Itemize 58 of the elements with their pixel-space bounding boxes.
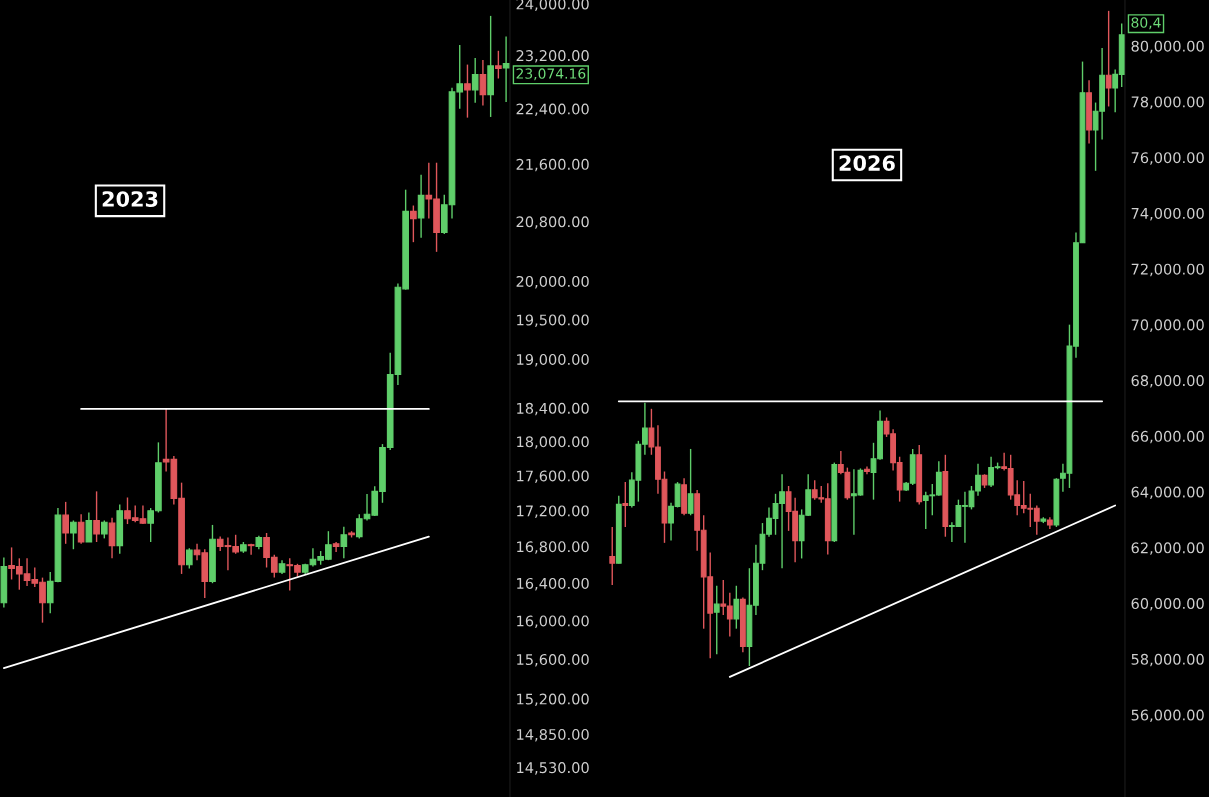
candlestick bbox=[622, 481, 629, 528]
y-tick-label: 16,000.00 bbox=[517, 615, 589, 628]
candlestick bbox=[108, 517, 116, 560]
candlestick bbox=[479, 59, 487, 107]
candlestick bbox=[471, 57, 479, 104]
y-tick-label: 21,600.00 bbox=[516, 158, 589, 172]
candlestick bbox=[85, 511, 93, 543]
y-tick-label: 72,000.00 bbox=[1131, 263, 1204, 277]
annotation: 2026 bbox=[839, 155, 895, 172]
y-tick-label: 20,000.00 bbox=[516, 275, 589, 289]
y-tick-label: 19,000.00 bbox=[517, 353, 589, 367]
candlestick bbox=[62, 501, 70, 545]
y-tick-label: 80,000.00 bbox=[1131, 40, 1204, 54]
y-tick-label: 15,600.00 bbox=[517, 653, 589, 667]
candlestick bbox=[464, 63, 471, 119]
y-tick-label: 60,000.00 bbox=[1131, 598, 1204, 611]
candlestick bbox=[185, 547, 193, 570]
candlestick bbox=[247, 543, 255, 556]
y-tick-label: 23,200.00 bbox=[516, 50, 589, 63]
y-tick-label: 76,000.00 bbox=[1131, 152, 1204, 165]
y-tick-label: 17,200.00 bbox=[517, 505, 589, 518]
candlestick bbox=[340, 526, 348, 560]
candlestick bbox=[687, 448, 694, 516]
y-tick-label: 58,000.00 bbox=[1131, 653, 1204, 667]
y-tick-label: 68,000.00 bbox=[1131, 375, 1204, 388]
y-tick-label: 78,000.00 bbox=[1131, 96, 1204, 109]
candlestick bbox=[410, 204, 417, 243]
y-tick-label: 22,400.00 bbox=[516, 103, 589, 117]
y-tick-label: 20,800.00 bbox=[516, 216, 589, 229]
candlestick bbox=[864, 465, 870, 475]
y-tick-label: 70,000.00 bbox=[1131, 319, 1204, 332]
candlestick bbox=[77, 513, 85, 545]
candlestick bbox=[93, 490, 100, 543]
y-tick-label: 17,600.00 bbox=[517, 470, 589, 483]
candlestick bbox=[502, 35, 510, 103]
candlestick bbox=[417, 174, 425, 239]
y-tick-label: 16,400.00 bbox=[517, 577, 589, 591]
y-tick-label: 18,400.00 bbox=[517, 402, 589, 416]
text: 23,074.16 bbox=[516, 68, 586, 81]
candlestick bbox=[1105, 10, 1112, 108]
candlestick bbox=[609, 526, 616, 586]
candlestick bbox=[713, 585, 720, 656]
text: 80,4 bbox=[1131, 17, 1161, 30]
annotation: 2023 bbox=[102, 191, 158, 207]
y-tick-label: 18,000.00 bbox=[517, 436, 589, 449]
y-tick-label: 56,000.00 bbox=[1131, 709, 1204, 723]
y-tick-label: 64,000.00 bbox=[1131, 486, 1204, 500]
y-tick-label: 19,500.00 bbox=[517, 314, 589, 327]
candlestick bbox=[70, 519, 77, 550]
y-tick-label: 15,200.00 bbox=[517, 693, 589, 707]
y-tick-label: 74,000.00 bbox=[1131, 207, 1204, 221]
candlestick bbox=[495, 50, 502, 80]
y-tick-label: 62,000.00 bbox=[1131, 542, 1204, 555]
y-tick-label: 14,530.00 bbox=[517, 762, 589, 775]
candlestick bbox=[733, 585, 740, 630]
y-tick-label: 16,800.00 bbox=[517, 541, 589, 554]
y-tick-label: 14,850.00 bbox=[517, 728, 589, 742]
y-tick-label: 66,000.00 bbox=[1131, 430, 1204, 444]
